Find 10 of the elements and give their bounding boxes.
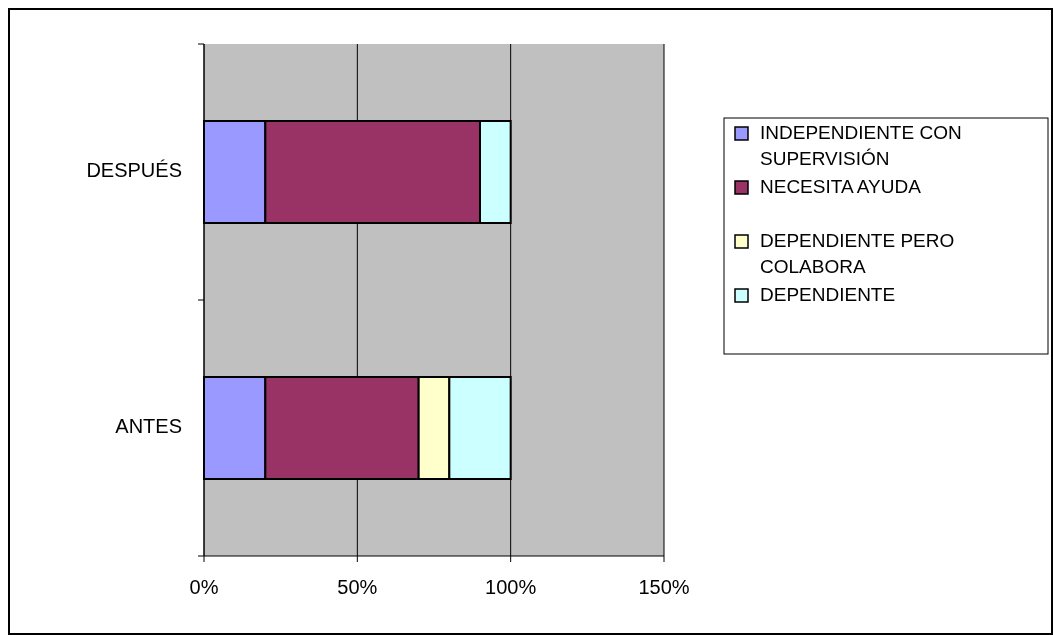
x-tick-label: 50%: [337, 576, 378, 598]
x-tick-label: 0%: [189, 576, 219, 598]
legend-label: DEPENDIENTE PERO COLABORA: [760, 230, 955, 278]
legend-label: INDEPENDIENTE CON SUPERVISIÓN: [760, 122, 962, 170]
x-tick-label: 100%: [485, 576, 537, 598]
y-tick-label: DESPUÉS: [86, 159, 182, 182]
x-tick-label: 150%: [638, 576, 690, 598]
legend-label: NECESITA AYUDA: [760, 176, 922, 198]
legend-label: DEPENDIENTE: [760, 284, 896, 306]
y-tick-label: ANTES: [115, 415, 182, 438]
